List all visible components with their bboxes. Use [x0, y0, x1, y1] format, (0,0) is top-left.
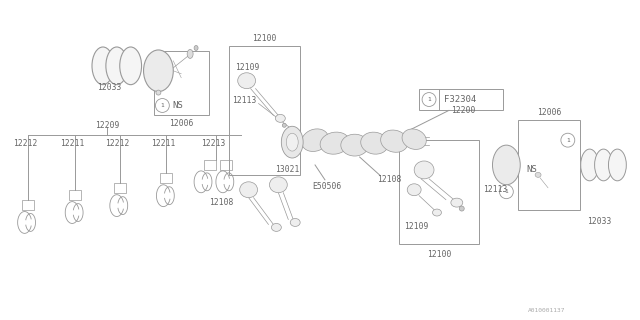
Ellipse shape [381, 130, 408, 152]
Circle shape [156, 99, 170, 112]
Ellipse shape [580, 149, 598, 181]
Text: 12213: 12213 [201, 139, 225, 148]
Ellipse shape [595, 149, 612, 181]
Text: 12212: 12212 [13, 139, 37, 148]
Ellipse shape [301, 129, 328, 151]
Bar [161, 173, 172, 183]
Bar [419, 89, 504, 110]
Ellipse shape [240, 182, 257, 198]
Text: 13021: 13021 [275, 165, 300, 174]
Ellipse shape [286, 133, 298, 151]
Ellipse shape [282, 123, 286, 127]
Text: NS: NS [526, 165, 537, 174]
Ellipse shape [341, 134, 369, 156]
Text: 12109: 12109 [235, 63, 259, 72]
Ellipse shape [275, 114, 285, 122]
Text: 12113: 12113 [483, 185, 507, 194]
Ellipse shape [320, 132, 349, 154]
Ellipse shape [493, 145, 520, 185]
Ellipse shape [271, 223, 282, 231]
Ellipse shape [120, 47, 141, 85]
Text: 1: 1 [427, 97, 431, 102]
Text: 12006: 12006 [537, 108, 561, 117]
Ellipse shape [194, 45, 198, 51]
Text: F32304: F32304 [444, 95, 476, 104]
Text: 1: 1 [566, 138, 570, 143]
Text: 12100: 12100 [252, 34, 276, 43]
Text: A010001137: A010001137 [528, 308, 566, 313]
Ellipse shape [156, 90, 161, 95]
Text: 1: 1 [504, 189, 508, 194]
Text: 12100: 12100 [427, 250, 451, 259]
Text: 12108: 12108 [378, 175, 402, 184]
Bar [114, 183, 125, 193]
Text: 12211: 12211 [152, 139, 176, 148]
Ellipse shape [106, 47, 128, 85]
Ellipse shape [269, 177, 287, 193]
Ellipse shape [143, 50, 173, 92]
Ellipse shape [237, 73, 255, 89]
Bar [154, 51, 209, 116]
Text: 12006: 12006 [169, 119, 193, 128]
Ellipse shape [282, 126, 303, 158]
Ellipse shape [92, 47, 114, 85]
Text: 12211: 12211 [60, 139, 84, 148]
Ellipse shape [187, 50, 193, 58]
Text: 12212: 12212 [105, 139, 129, 148]
Ellipse shape [535, 172, 541, 177]
Bar [399, 140, 479, 244]
Circle shape [561, 133, 575, 147]
Ellipse shape [292, 130, 300, 136]
Bar [22, 200, 33, 210]
Text: 12109: 12109 [404, 222, 429, 231]
Ellipse shape [609, 149, 627, 181]
Bar [518, 120, 580, 210]
Ellipse shape [433, 209, 442, 216]
Ellipse shape [460, 206, 464, 211]
Ellipse shape [402, 129, 426, 149]
Circle shape [422, 92, 436, 107]
Bar [228, 46, 300, 175]
Ellipse shape [407, 184, 421, 196]
Text: 12200: 12200 [451, 106, 476, 115]
Circle shape [499, 185, 513, 199]
Text: 12033: 12033 [588, 217, 612, 226]
Bar [220, 160, 232, 170]
Text: 12209: 12209 [95, 121, 119, 130]
Text: E50506: E50506 [312, 182, 341, 191]
Ellipse shape [291, 219, 300, 227]
Bar [204, 160, 216, 170]
Ellipse shape [414, 161, 434, 179]
Bar [69, 190, 81, 200]
Ellipse shape [361, 132, 388, 154]
Text: 12113: 12113 [232, 96, 256, 105]
Text: 12033: 12033 [97, 83, 122, 92]
Text: 12108: 12108 [209, 198, 234, 207]
Text: NS: NS [172, 101, 183, 110]
Text: 1: 1 [161, 103, 164, 108]
Ellipse shape [451, 198, 463, 207]
